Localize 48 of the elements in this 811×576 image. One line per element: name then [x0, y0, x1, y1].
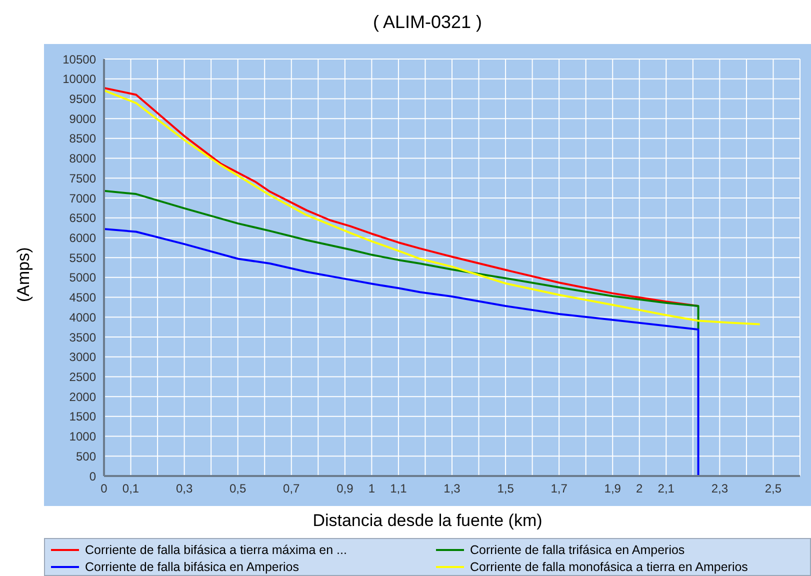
y-tick-label: 6500 [69, 211, 96, 226]
y-tick-label: 5000 [69, 270, 96, 285]
y-tick-label: 9500 [69, 92, 96, 106]
x-tick-label: 1,7 [550, 482, 568, 496]
y-tick-label: 3500 [69, 330, 96, 344]
y-tick-label: 1500 [69, 410, 96, 424]
x-tick-label: 1,1 [390, 482, 408, 496]
x-tick-label: 0,7 [283, 482, 300, 496]
x-tick-label: 1 [368, 482, 376, 496]
y-tick-label: 9000 [69, 112, 96, 126]
x-tick-label: 0,1 [122, 482, 140, 496]
x-tick-label: 2,3 [711, 482, 728, 496]
y-tick-label: 8000 [69, 152, 96, 166]
line-series [104, 86, 700, 308]
y-tick-label: 4500 [69, 290, 96, 305]
y-tick-label: 8500 [69, 132, 96, 146]
legend-label: Corriente de falla trifásica en Amperios [470, 542, 685, 556]
y-tick-label: 4000 [69, 310, 96, 324]
y-tick-label: 2000 [69, 390, 96, 404]
y-tick-label: 2500 [69, 370, 96, 384]
x-tick-label: 0,9 [336, 482, 354, 496]
line-series [104, 89, 761, 326]
y-tick-label: 5500 [69, 250, 96, 265]
legend-label: Corriente de falla bifásica en Amperios [85, 560, 300, 574]
y-tick-label: 0 [89, 469, 96, 484]
x-tick-label: 0,5 [230, 482, 247, 496]
y-tick-label: 1000 [69, 430, 96, 444]
legend-label: Corriente de falla monofásica a tierra en Amperios [470, 560, 748, 574]
x-tick-label: 0 [100, 482, 108, 496]
x-tick-label: 1,5 [497, 482, 514, 496]
y-tick-label: 10500 [62, 52, 96, 66]
legend-label: Corriente de falla bifásica a tierra máxima en ... [85, 542, 347, 556]
x-tick-label: 0,3 [176, 482, 193, 496]
y-tick-label: 7000 [69, 191, 96, 206]
x-tick-label: 2,5 [764, 482, 782, 496]
x-axis-title: Distancia desde la fuente (km) [312, 511, 544, 531]
y-tick-label: 3000 [69, 350, 96, 364]
y-tick-label: 10000 [62, 72, 96, 86]
y-tick-label: 6000 [69, 230, 96, 245]
y-tick-label: 500 [76, 449, 96, 464]
x-tick-label: 2,1 [658, 482, 675, 496]
chart-title: ( ALIM-0321 ) [372, 12, 484, 33]
x-tick-label: 1,3 [444, 482, 461, 496]
x-tick-label: 2 [636, 482, 644, 496]
y-tick-label: 7500 [69, 171, 96, 186]
y-axis-title: (Amps) [14, 247, 34, 302]
line-series [104, 190, 700, 330]
x-tick-label: 1,9 [604, 482, 622, 496]
